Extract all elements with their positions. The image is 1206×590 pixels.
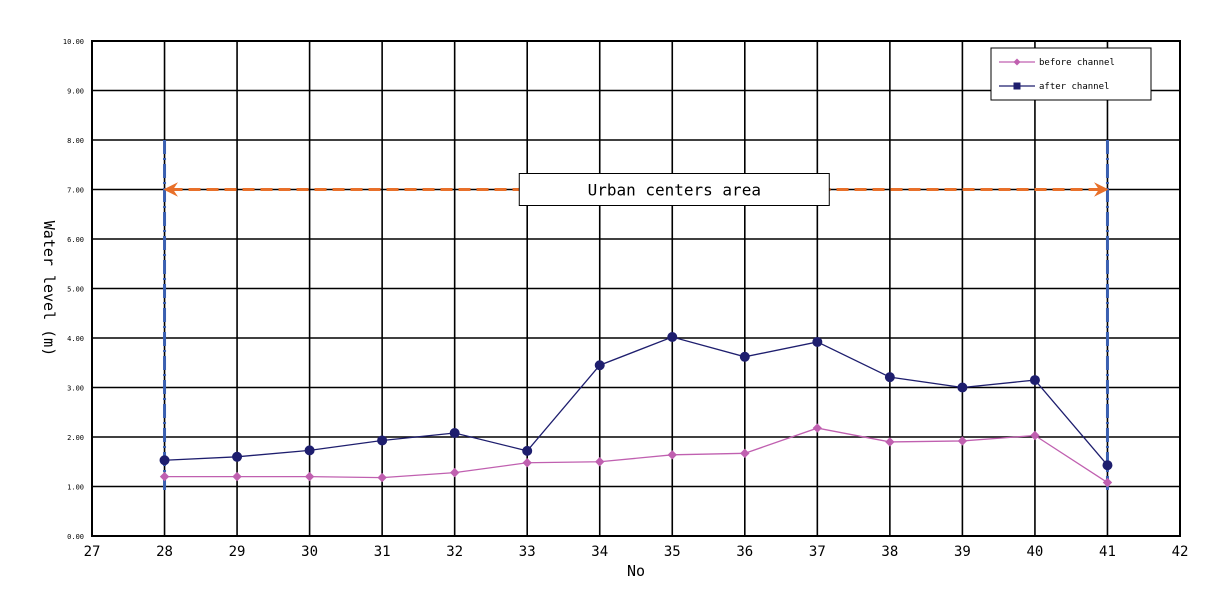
urban-area-arrow (163, 182, 1109, 197)
plot-frame (91, 40, 1181, 537)
point-after-channel (159, 455, 170, 466)
x-tick-label: 37 (809, 544, 826, 560)
y-tick-label: 8.00 (67, 137, 84, 145)
point-before-channel (595, 457, 605, 467)
point-before-channel (740, 448, 750, 459)
x-tick-label: 34 (591, 544, 608, 560)
y-tick-label: 2.00 (67, 434, 84, 442)
x-tick-label: 28 (156, 544, 173, 560)
series-line-after-channel (164, 336, 1108, 466)
x-tick-label: 35 (664, 544, 681, 560)
point-before-channel (667, 450, 677, 460)
x-tick-label: 33 (519, 544, 536, 560)
legend-label-after-channel: after channel (1039, 82, 1109, 92)
point-before-channel (812, 423, 823, 433)
legend-box (990, 47, 1152, 101)
y-tick-label: 0.00 (67, 533, 84, 541)
y-tick-label: 6.00 (67, 236, 84, 244)
y-tick-label: 7.00 (67, 187, 84, 195)
x-tick-labels: 27 28 29 30 31 32 33 34 35 36 37 38 39 40 41 42 (84, 544, 1189, 560)
legend-label-before-channel: before channel (1039, 58, 1115, 68)
annotation-label: Urban centers area (588, 181, 761, 200)
arrow-head-right (1094, 182, 1109, 197)
y-axis-title: Water level (m) (40, 221, 58, 356)
urban-area-annotation: Urban centers area (518, 173, 830, 206)
point-before-channel (1102, 477, 1113, 488)
legend-marker-before-channel (1013, 58, 1021, 66)
x-tick-label: 32 (446, 544, 463, 560)
point-before-channel (159, 471, 170, 482)
grid (91, 40, 1181, 537)
y-tick-labels: 0.00 1.00 2.00 3.00 4.00 5.00 6.00 7.00 8.00 9.00… (63, 38, 84, 541)
point-before-channel (377, 472, 387, 483)
point-after-channel (957, 382, 968, 393)
legend: before channel after channel (990, 47, 1152, 101)
point-before-channel (957, 436, 968, 446)
point-after-channel (739, 351, 750, 362)
point-before-channel (449, 467, 460, 478)
x-tick-label: 36 (736, 544, 753, 560)
point-after-channel (449, 428, 460, 439)
point-after-channel (1102, 460, 1113, 471)
x-tick-label: 41 (1099, 544, 1116, 560)
x-tick-label: 30 (301, 544, 318, 560)
point-after-channel (232, 451, 243, 462)
legend-marker-after-channel (1013, 82, 1021, 90)
point-before-channel (885, 437, 895, 447)
annotation-box (518, 173, 830, 206)
point-before-channel (522, 458, 532, 468)
urban-area-boundaries (163, 140, 1109, 491)
point-after-channel (1029, 375, 1040, 386)
series-line-before-channel (164, 427, 1108, 484)
y-tick-label: 1.00 (67, 484, 84, 492)
x-tick-label: 31 (374, 544, 391, 560)
point-after-channel (812, 336, 823, 347)
x-tick-label: 39 (954, 544, 971, 560)
point-before-channel (304, 471, 315, 482)
point-after-channel (522, 445, 533, 456)
x-tick-label: 29 (229, 544, 246, 560)
x-tick-label: 38 (881, 544, 898, 560)
x-axis-title: No (627, 562, 645, 580)
x-tick-label: 42 (1172, 544, 1189, 560)
y-tick-label: 10.00 (63, 38, 84, 46)
arrow-head-left (163, 182, 178, 197)
point-after-channel (667, 332, 678, 343)
x-tick-label: 40 (1027, 544, 1044, 560)
point-after-channel (884, 372, 895, 383)
y-tick-label: 9.00 (67, 88, 84, 96)
x-tick-label: 27 (84, 544, 101, 560)
point-after-channel (594, 360, 605, 371)
point-after-channel (377, 435, 388, 446)
y-tick-label: 5.00 (67, 286, 84, 294)
series (159, 332, 1113, 488)
y-tick-label: 3.00 (67, 385, 84, 393)
y-tick-label: 4.00 (67, 335, 84, 343)
point-before-channel (232, 471, 242, 482)
point-after-channel (304, 445, 315, 456)
point-before-channel (1030, 430, 1040, 441)
